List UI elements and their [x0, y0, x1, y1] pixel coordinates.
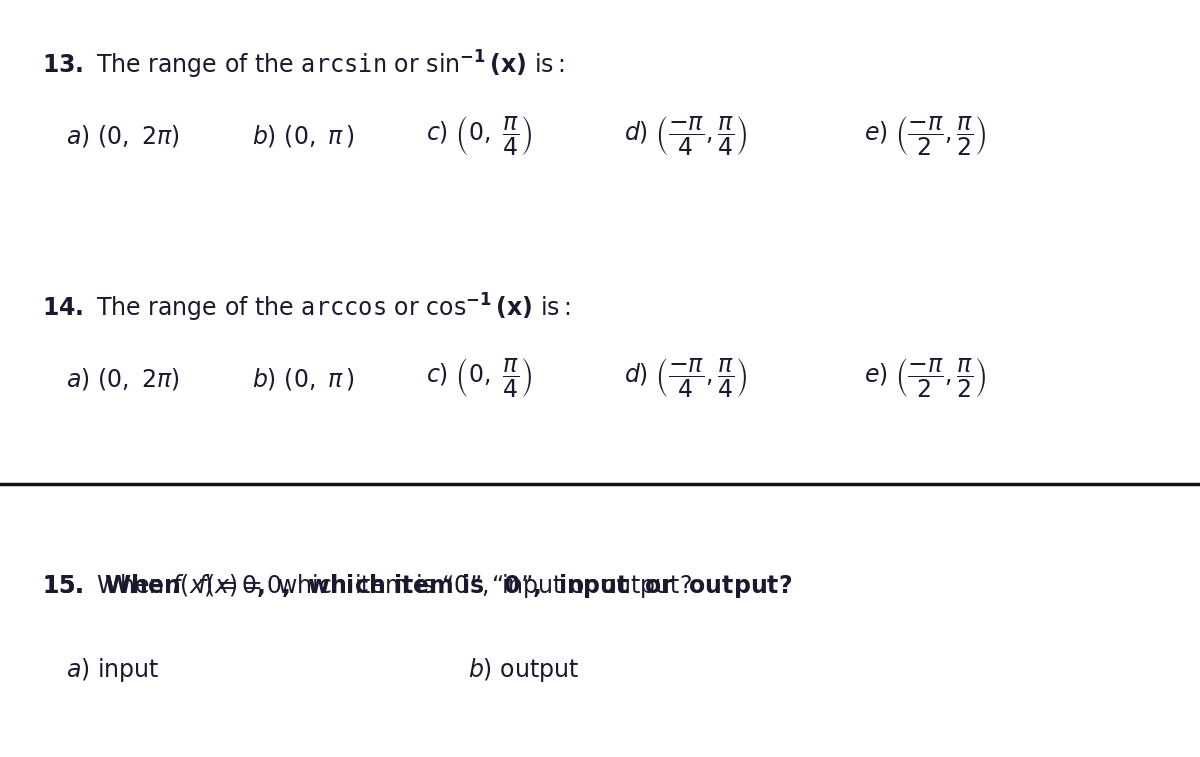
- Text: $b)\ (0,\ \pi\,)$: $b)\ (0,\ \pi\,)$: [252, 366, 355, 391]
- Text: $d)\ \left(\dfrac{-\pi}{4},\dfrac{\pi}{4}\right)$: $d)\ \left(\dfrac{-\pi}{4},\dfrac{\pi}{4…: [624, 357, 746, 400]
- Text: $a)\ $input: $a)\ $input: [66, 656, 160, 684]
- Text: $d)\ \left(\dfrac{-\pi}{4},\dfrac{\pi}{4}\right)$: $d)\ \left(\dfrac{-\pi}{4},\dfrac{\pi}{4…: [624, 114, 746, 158]
- Text: $a)\ (0,\ 2\pi)$: $a)\ (0,\ 2\pi)$: [66, 123, 180, 149]
- Text: $\mathbf{14.\ \mathrm{The\ range\ of\ the}\ }$$\mathtt{arccos}$$\mathbf{\ \mathr: $\mathbf{14.\ \mathrm{The\ range\ of\ th…: [42, 291, 571, 324]
- Text: $a)\ (0,\ 2\pi)$: $a)\ (0,\ 2\pi)$: [66, 366, 180, 391]
- Text: $\mathbf{15.}$  When  $f(x) = 0$,  which item is “0”,  input  or  output?: $\mathbf{15.}$ When $f(x) = 0$, which it…: [42, 572, 792, 600]
- Text: $e)\ \left(\dfrac{-\pi}{2},\dfrac{\pi}{2}\right)$: $e)\ \left(\dfrac{-\pi}{2},\dfrac{\pi}{2…: [864, 114, 986, 158]
- Text: $b)\ (0,\ \pi\,)$: $b)\ (0,\ \pi\,)$: [252, 123, 355, 149]
- Text: $\mathbf{13.\ \mathrm{The\ range\ of\ the}\ }$$\mathtt{arcsin}$$\mathbf{\ \mathr: $\mathbf{13.\ \mathrm{The\ range\ of\ th…: [42, 49, 565, 82]
- Text: $e)\ \left(\dfrac{-\pi}{2},\dfrac{\pi}{2}\right)$: $e)\ \left(\dfrac{-\pi}{2},\dfrac{\pi}{2…: [864, 357, 986, 400]
- Text: $c)\ \left(0,\ \dfrac{\pi}{4}\right)$: $c)\ \left(0,\ \dfrac{\pi}{4}\right)$: [426, 357, 533, 400]
- Text: $c)\ \left(0,\ \dfrac{\pi}{4}\right)$: $c)\ \left(0,\ \dfrac{\pi}{4}\right)$: [426, 114, 533, 158]
- Text: $b)\ $output: $b)\ $output: [468, 656, 580, 684]
- Text: $\mathbf{15.\ \mathrm{When}\ }$$f(x) = 0$$\mathbf{,\ \mathrm{which\ item\ is\ \t: $\mathbf{15.\ \mathrm{When}\ }$$f(x) = 0…: [42, 572, 692, 600]
